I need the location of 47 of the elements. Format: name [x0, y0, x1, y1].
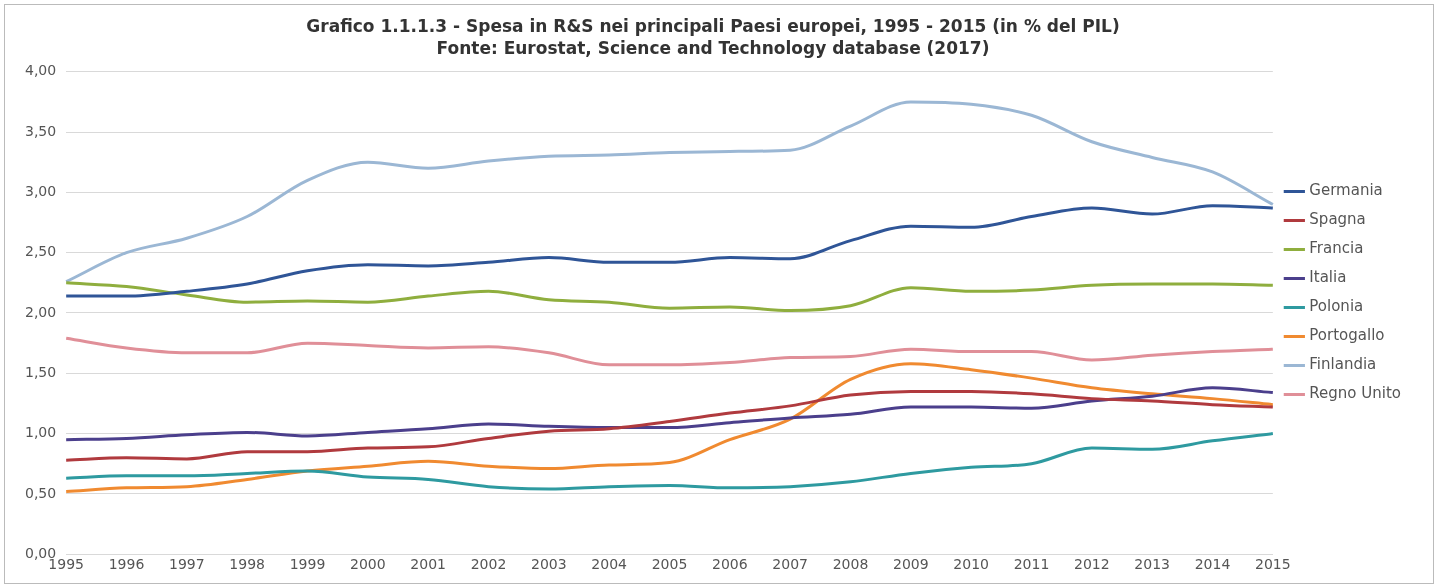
y-tick-label: 2,00	[25, 303, 57, 320]
legend-label: Regno Unito	[1309, 384, 1402, 403]
x-tick-label: 2003	[531, 556, 567, 573]
x-tick-label: 2014	[1194, 556, 1231, 573]
line-series	[64, 389, 1275, 462]
x-tick-label: 2006	[712, 556, 748, 573]
x-tick-label: 2002	[470, 556, 507, 573]
chart-subtitle: Fonte: Eurostat, Science and Technology database (2017)	[436, 38, 990, 59]
x-tick-label: 2009	[893, 556, 929, 573]
x-tick-label: 2001	[410, 556, 446, 573]
y-tick-label: 3,00	[25, 183, 57, 200]
x-tick-label: 2005	[651, 556, 688, 573]
y-tick-label: 0,50	[25, 484, 57, 501]
y-tick-label: 4,00	[25, 62, 57, 79]
y-tick-label: 0,00	[25, 544, 57, 561]
y-tick-label: 1,00	[25, 424, 57, 441]
x-tick-label: 1998	[229, 556, 265, 573]
x-tick-label: 2012	[1074, 556, 1110, 573]
legend-label: Italia	[1309, 268, 1347, 287]
y-tick-label: 2,50	[25, 243, 57, 260]
legend-label: Francia	[1309, 239, 1364, 258]
legend-label: Germania	[1309, 181, 1383, 200]
line-series	[64, 386, 1275, 442]
x-tick-label: 1997	[169, 556, 205, 573]
legend-label: Portogallo	[1309, 326, 1385, 345]
x-tick-label: 2011	[1013, 556, 1050, 573]
line-series	[64, 281, 1275, 313]
legend-label: Finlandia	[1309, 355, 1377, 374]
x-tick-label: 2007	[772, 556, 808, 573]
line-series	[64, 336, 1275, 367]
x-tick-label: 2010	[953, 556, 989, 573]
x-tick-label: 1996	[108, 556, 145, 573]
chart-title: Grafico 1.1.1.3 - Spesa in R&S nei principali Paesi europei, 1995 - 2015 (in % del PIL)	[306, 15, 1120, 36]
line-series	[64, 432, 1275, 491]
x-tick-label: 2008	[832, 556, 869, 573]
x-tick-label: 1999	[289, 556, 326, 573]
legend-label: Polonia	[1309, 297, 1364, 316]
line-series	[64, 100, 1275, 284]
y-tick-label: 3,50	[25, 122, 57, 139]
x-tick-label: 2000	[350, 556, 386, 573]
x-tick-label: 2013	[1134, 556, 1170, 573]
x-tick-label: 2015	[1255, 556, 1291, 573]
x-tick-label: 2004	[591, 556, 628, 573]
line-series	[64, 362, 1275, 493]
line-series	[64, 204, 1275, 298]
legend-label: Spagna	[1309, 210, 1366, 229]
y-tick-label: 1,50	[25, 363, 57, 380]
